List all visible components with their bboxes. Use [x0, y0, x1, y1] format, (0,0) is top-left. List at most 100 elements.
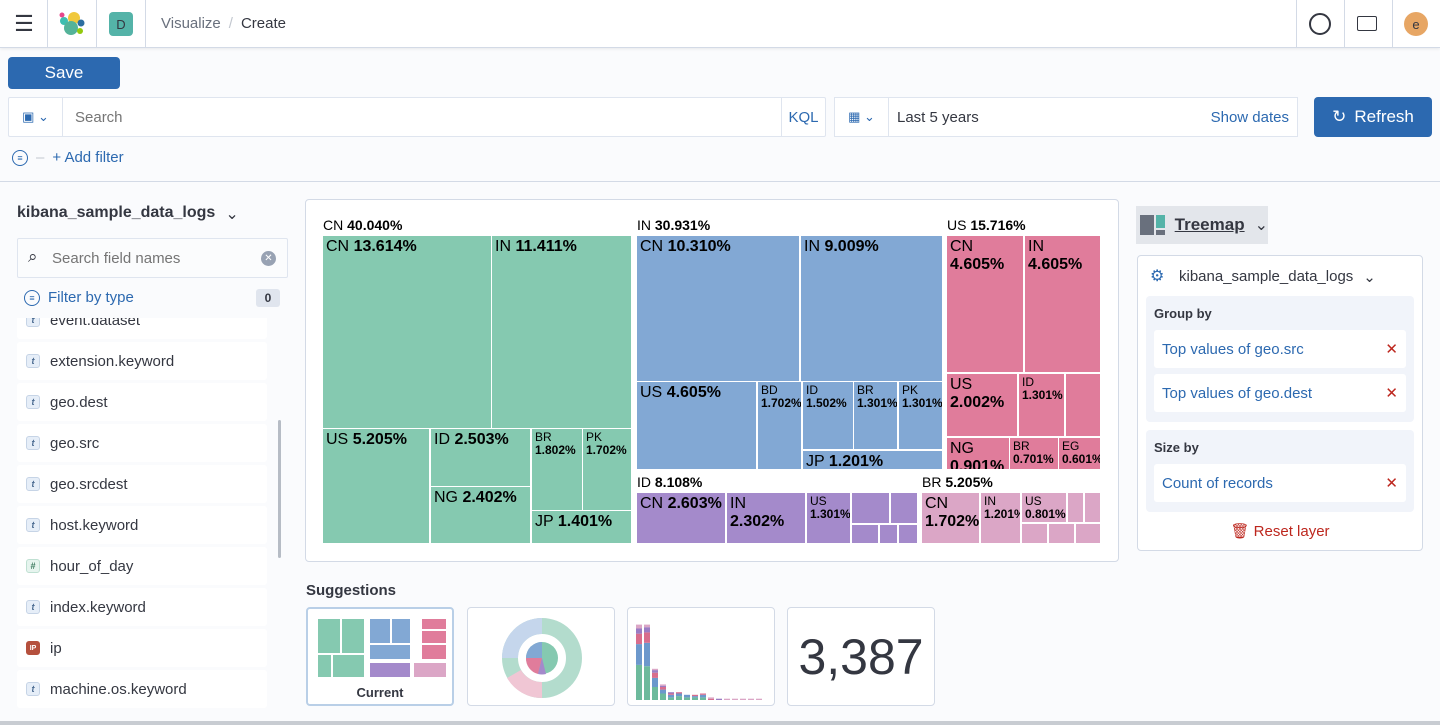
- treemap-cell[interactable]: ID 2.503%: [431, 429, 530, 486]
- suggestion-bar[interactable]: [627, 607, 775, 706]
- treemap-cell[interactable]: IN1.201%: [981, 493, 1020, 543]
- field-type-icon: t: [26, 682, 40, 696]
- breadcrumb-visualize[interactable]: Visualize: [161, 15, 221, 32]
- treemap-cell[interactable]: BR 0.701%: [1010, 438, 1058, 469]
- treemap-cell[interactable]: EG 0.601%: [1059, 438, 1100, 469]
- field-item[interactable]: # hour_of_day: [17, 547, 267, 585]
- field-type-icon: t: [26, 477, 40, 491]
- field-item[interactable]: t machine.os.keyword: [17, 670, 267, 708]
- treemap-cell[interactable]: [880, 525, 897, 543]
- field-name: extension.keyword: [50, 352, 175, 370]
- settings-icon[interactable]: ⚙: [1150, 268, 1165, 285]
- field-type-icon: t: [26, 318, 40, 327]
- field-item[interactable]: t geo.dest: [17, 383, 267, 421]
- treemap-cell[interactable]: IN 11.411%: [492, 236, 631, 428]
- treemap-cell[interactable]: BR 1.301%: [854, 382, 897, 449]
- calendar-icon[interactable]: ▦ ⌄: [835, 98, 889, 136]
- treemap-cell[interactable]: CN 13.614%: [323, 236, 491, 428]
- suggestion-donut[interactable]: [467, 607, 615, 706]
- treemap-cell[interactable]: [1068, 493, 1083, 522]
- treemap-cell[interactable]: [852, 525, 878, 543]
- bar-thumbnail-segment: [636, 644, 642, 665]
- filter-icon[interactable]: ≡: [12, 149, 28, 166]
- field-item[interactable]: t index.keyword: [17, 588, 267, 626]
- field-name: geo.srcdest: [50, 475, 128, 493]
- treemap-cell[interactable]: PK 1.702%: [583, 429, 631, 510]
- scrollbar[interactable]: [278, 420, 281, 558]
- help-icon[interactable]: [1309, 13, 1331, 35]
- treemap-cell[interactable]: US 0.801%: [1022, 493, 1066, 522]
- kql-toggle[interactable]: KQL: [781, 98, 825, 136]
- bar-thumbnail-segment: [636, 633, 642, 645]
- field-type-icon: t: [26, 600, 40, 614]
- save-button[interactable]: Save: [8, 57, 120, 89]
- treemap-cell[interactable]: IN 9.009%: [801, 236, 942, 381]
- treemap-cell[interactable]: BR 1.802%: [532, 429, 582, 510]
- search-input[interactable]: [65, 98, 779, 136]
- treemap-cell[interactable]: US 2.002%: [947, 374, 1017, 436]
- treemap-cell[interactable]: JP 1.401%: [532, 511, 631, 543]
- treemap-cell[interactable]: CN 10.310%: [637, 236, 799, 381]
- treemap-cell[interactable]: [899, 525, 917, 543]
- group-by-section: Group by Top values of geo.src ✕ Top valu…: [1146, 296, 1414, 422]
- treemap-cell[interactable]: [1085, 493, 1100, 522]
- treemap-cell[interactable]: CN 1.702%: [922, 493, 979, 543]
- remove-icon[interactable]: ✕: [1385, 341, 1398, 358]
- treemap-cell[interactable]: CN 4.605%: [947, 236, 1023, 372]
- bar-thumbnail-segment: [660, 684, 666, 686]
- field-item[interactable]: t geo.srcdest: [17, 465, 267, 503]
- filter-by-type-button[interactable]: ≡ Filter by type: [24, 289, 134, 306]
- reset-layer-button[interactable]: 🗑 Reset layer: [1230, 523, 1330, 540]
- clear-icon[interactable]: ✕: [261, 251, 276, 266]
- field-item[interactable]: t event.dataset: [17, 318, 267, 339]
- treemap-cell[interactable]: [891, 493, 917, 523]
- treemap-cell[interactable]: US 4.605%: [637, 382, 756, 469]
- treemap-cell[interactable]: [1076, 524, 1100, 543]
- field-item[interactable]: t geo.src: [17, 424, 267, 462]
- dimension-count[interactable]: Count of records ✕: [1154, 464, 1406, 502]
- treemap-cell[interactable]: BD 1.702%: [758, 382, 801, 469]
- space-avatar[interactable]: D: [109, 12, 133, 36]
- remove-icon[interactable]: ✕: [1385, 385, 1398, 402]
- show-dates-link[interactable]: Show dates: [1210, 109, 1289, 126]
- treemap-cell[interactable]: [1066, 374, 1100, 436]
- chart-type-switcher[interactable]: Treemap ⌄: [1136, 206, 1268, 244]
- treemap-cell[interactable]: IN 2.302%: [727, 493, 805, 543]
- treemap-cell[interactable]: [852, 493, 889, 523]
- treemap-cell[interactable]: NG 2.402%: [431, 487, 530, 543]
- treemap-cell[interactable]: IN 4.605%: [1025, 236, 1100, 372]
- index-pattern-picker[interactable]: kibana_sample_data_logs ⌄: [17, 204, 239, 223]
- treemap-cell[interactable]: NG 0.901%: [947, 438, 1009, 469]
- refresh-button[interactable]: ↻ Refresh: [1314, 97, 1432, 137]
- treemap-cell[interactable]: ID 1.301%: [1019, 374, 1064, 436]
- field-item[interactable]: t host.keyword: [17, 506, 267, 544]
- field-item[interactable]: t extension.keyword: [17, 342, 267, 380]
- user-avatar[interactable]: e: [1404, 12, 1428, 36]
- search-icon: ⌕: [28, 247, 38, 266]
- treemap-cell[interactable]: US 1.301%: [807, 493, 850, 543]
- treemap-cell[interactable]: [1022, 524, 1047, 543]
- layer-index-picker[interactable]: kibana_sample_data_logs ⌄: [1179, 268, 1376, 286]
- bar-thumbnail-segment: [668, 692, 674, 694]
- treemap-group-label: IN 30.931%: [637, 217, 711, 233]
- donut-thumbnail: [502, 618, 582, 698]
- elastic-logo[interactable]: [58, 11, 86, 37]
- suggestion-metric[interactable]: 3,387: [787, 607, 935, 706]
- treemap-cell[interactable]: PK 1.301%: [899, 382, 942, 449]
- treemap-cell[interactable]: ID 1.502%: [803, 382, 853, 449]
- treemap-cell[interactable]: US 5.205%: [323, 429, 429, 543]
- remove-icon[interactable]: ✕: [1385, 475, 1398, 492]
- date-range[interactable]: Last 5 years: [897, 109, 979, 126]
- suggestion-current-treemap[interactable]: Current: [306, 607, 454, 706]
- add-filter-button[interactable]: + Add filter: [52, 149, 124, 166]
- saved-query-icon[interactable]: ▣ ⌄: [9, 98, 63, 136]
- menu-icon[interactable]: ☰: [14, 11, 34, 36]
- treemap-cell[interactable]: [1049, 524, 1074, 543]
- treemap-cell[interactable]: CN 2.603%: [637, 493, 725, 543]
- field-item[interactable]: IP ip: [17, 629, 267, 667]
- mail-icon[interactable]: [1357, 16, 1377, 31]
- dimension-geo-src[interactable]: Top values of geo.src ✕: [1154, 330, 1406, 368]
- treemap-cell[interactable]: JP 1.201%: [803, 451, 942, 469]
- dimension-geo-dest[interactable]: Top values of geo.dest ✕: [1154, 374, 1406, 412]
- field-search-input[interactable]: [52, 239, 252, 277]
